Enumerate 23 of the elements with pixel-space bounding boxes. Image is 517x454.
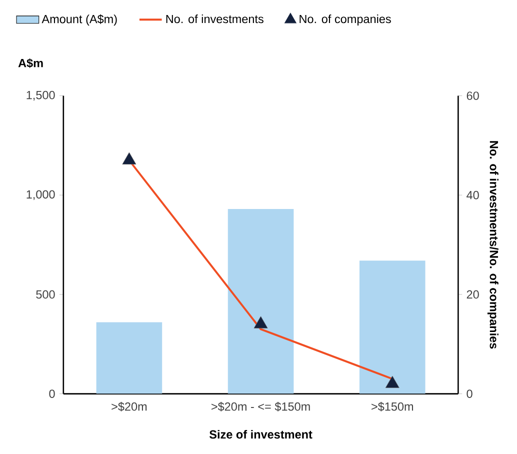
x-tick-label: >$20m - <= $150m <box>211 402 310 412</box>
y2-tick-label: 20 <box>466 290 479 299</box>
y2-tick-label: 0 <box>466 390 472 398</box>
x-axis-title: Size of investment <box>209 430 312 439</box>
y2-axis-title: No. of investments/No. of companies <box>487 141 498 349</box>
legend-label: No. of companies <box>300 14 391 26</box>
bar <box>359 260 426 394</box>
y-axis-title: A$m <box>18 58 43 68</box>
x-tick-label: >$20m <box>112 402 147 412</box>
x-tick-label: >$150m <box>372 402 414 412</box>
y-tick-label: 1,500 <box>26 91 55 101</box>
point <box>122 152 136 165</box>
y2-tick-label: 40 <box>466 191 479 200</box>
y-tick-label: 500 <box>36 290 55 299</box>
y2-tick-label: 60 <box>466 92 479 100</box>
bar <box>228 209 294 394</box>
point <box>385 376 400 388</box>
legend-label: No. of investments <box>166 14 264 24</box>
legend-label: Amount (A$m) <box>42 14 117 26</box>
y-tick-label: 1,000 <box>26 190 55 200</box>
y-tick-label: 0 <box>49 390 55 398</box>
bar <box>96 322 162 394</box>
point <box>254 316 268 329</box>
